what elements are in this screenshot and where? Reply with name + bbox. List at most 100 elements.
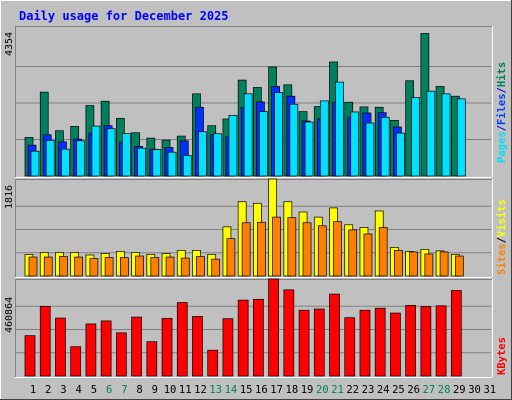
y-max-label: 1816 [4, 185, 15, 209]
y-max-label: 460864 [4, 297, 15, 333]
day-tick-label: 10 [164, 384, 177, 396]
pages-bar [426, 90, 436, 177]
sites-bar [272, 216, 281, 277]
sites-bar [180, 257, 190, 277]
day-tick-label: 14 [225, 384, 238, 396]
kbytes-bar [298, 309, 310, 377]
series-legend: Pages/Files/Hits [496, 62, 508, 163]
kbytes-bar [329, 293, 340, 377]
day-tick-label: 26 [407, 384, 420, 396]
day-tick-label: 1 [30, 384, 36, 396]
day-tick-label: 29 [453, 384, 466, 396]
kbytes-bar [405, 305, 416, 377]
pages-bar [289, 103, 299, 177]
kbytes-bar [24, 335, 36, 377]
kbytes-bar [253, 298, 264, 377]
kbytes-bar [55, 317, 66, 377]
kbytes-bar [313, 308, 325, 377]
pages-bar [396, 132, 405, 177]
day-tick-label: 25 [392, 384, 405, 396]
y-max-label: 4354 [4, 32, 15, 56]
day-tick-label: 8 [136, 384, 142, 396]
kbytes-bar [100, 320, 112, 377]
kbytes-bar [359, 309, 371, 377]
pages-bar [350, 111, 360, 177]
kbytes-bar [146, 341, 158, 377]
sites-bar [424, 253, 434, 277]
sites-bar [348, 229, 358, 277]
pages-bar [61, 148, 70, 177]
day-tick-label: 30 [468, 384, 481, 396]
kbytes-bar [390, 312, 401, 377]
series-legend: KBytes [496, 337, 508, 375]
sites-bar [59, 256, 68, 277]
sites-bar [43, 256, 53, 277]
day-tick-label: 11 [179, 384, 192, 396]
sites-bar [363, 233, 373, 277]
day-tick-label: 21 [331, 384, 344, 396]
day-tick-label: 9 [152, 384, 158, 396]
day-tick-label: 12 [194, 384, 207, 396]
pages-bar [441, 93, 451, 177]
kbytes-bar [374, 307, 386, 377]
day-tick-label: 16 [255, 384, 268, 396]
sites-bar [135, 255, 144, 277]
day-tick-label: 23 [362, 384, 375, 396]
kbytes-panel: 460864 KBytes [4, 278, 508, 378]
kbytes-bar [207, 349, 219, 377]
sites-bar [196, 256, 205, 277]
series-legend: Sites/Visits [496, 199, 508, 275]
kbytes-bar [435, 305, 447, 377]
sites-bar [287, 217, 297, 277]
day-tick-label: 15 [240, 384, 253, 396]
day-tick-label: 13 [209, 384, 222, 396]
day-tick-label: 17 [270, 384, 283, 396]
pages-bar [259, 111, 268, 177]
sites-bar [104, 257, 114, 277]
sites-bar [28, 256, 38, 277]
day-tick-label: 3 [60, 384, 66, 396]
sites-bar [211, 258, 221, 277]
pages-bar [365, 122, 375, 177]
kbytes-bar [85, 323, 97, 377]
sites-bar [150, 257, 160, 277]
kbytes-bar [420, 306, 432, 377]
sites-bar [120, 257, 129, 277]
sites-bar [378, 226, 388, 277]
pages-bar [456, 98, 466, 177]
pages-bar [213, 133, 223, 177]
day-tick-label: 20 [316, 384, 329, 396]
pages-bar [274, 92, 283, 177]
pages-bar [45, 140, 55, 177]
sites-bar [257, 221, 266, 277]
pages-bar [76, 140, 86, 177]
sites-bar [394, 250, 403, 277]
kbytes-bar [39, 306, 51, 377]
day-tick-label: 28 [438, 384, 451, 396]
pages-bar [198, 131, 207, 177]
day-tick-label: 4 [76, 384, 82, 396]
pages-bar [122, 133, 131, 177]
day-tick-label: 22 [346, 384, 359, 396]
kbytes-bar [70, 346, 82, 377]
pages-bar [137, 147, 146, 177]
sites-bar [241, 222, 251, 277]
sites-bar [74, 256, 84, 277]
day-tick-label: 31 [483, 384, 496, 396]
day-tick-label: 5 [91, 384, 97, 396]
sites-bar [226, 238, 236, 277]
day-tick-label: 2 [45, 384, 51, 396]
kbytes-bar [344, 317, 356, 377]
pages-bar [319, 100, 329, 177]
sites-bar [302, 222, 312, 277]
pages-bar [167, 151, 177, 177]
day-tick-label: 6 [106, 384, 112, 396]
pages-bar [304, 121, 314, 177]
kbytes-bar [116, 332, 127, 377]
pages-bar [152, 149, 162, 177]
kbytes-bar [161, 317, 173, 377]
sites-bar [89, 258, 99, 277]
sites-bar [165, 256, 175, 277]
sites-bar [439, 251, 449, 277]
